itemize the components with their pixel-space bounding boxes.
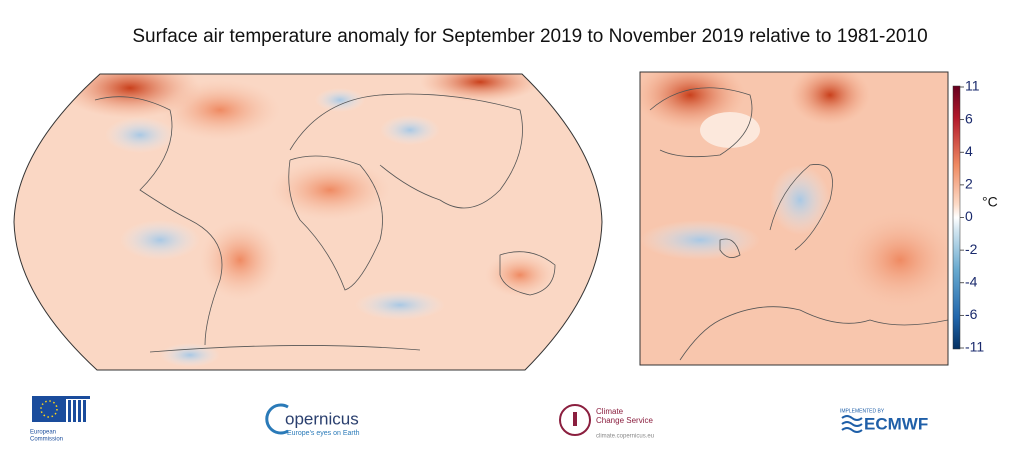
ec-logo: European Commission xyxy=(30,396,90,443)
ecmwf-logo: IMPLEMENTED BY ECMWF xyxy=(840,408,928,433)
copernicus-logo: opernicus Europe's eyes on Earth xyxy=(265,403,360,437)
europe-map xyxy=(640,72,948,365)
ecmwf-name: ECMWF xyxy=(864,414,928,433)
copernicus-tagline: Europe's eyes on Earth xyxy=(287,430,360,437)
ecmwf-small: IMPLEMENTED BY xyxy=(840,408,885,414)
world-frame xyxy=(13,73,603,371)
colorbar-tick-label: -11 xyxy=(965,339,984,355)
c3s-url: climate.copernicus.eu xyxy=(596,434,654,440)
colorbar xyxy=(952,85,961,350)
colorbar-tick-label: -2 xyxy=(965,241,978,257)
colorbar-unit: °C xyxy=(982,194,998,210)
c3s-text: Change Service xyxy=(596,416,653,425)
ec-text: European xyxy=(30,430,56,436)
colorbar-tick-label: 2 xyxy=(965,176,973,192)
c3s-logo: Climate Change Service climate.copernicu… xyxy=(559,404,654,440)
c3s-text: Climate xyxy=(596,407,624,416)
colorbar-tick-label: 11 xyxy=(965,78,980,94)
copernicus-name: opernicus xyxy=(285,409,359,428)
colorbar-tick-label: -6 xyxy=(965,306,978,322)
colorbar-tick-label: 0 xyxy=(965,208,973,224)
colorbar-tick-label: -4 xyxy=(965,273,978,289)
title: Surface air temperature anomaly for Sept… xyxy=(132,26,927,47)
europe-frame xyxy=(639,71,949,366)
colorbar-tick-label: 4 xyxy=(965,143,973,159)
world-map xyxy=(14,74,602,370)
colorbar-tick-label: 6 xyxy=(965,110,973,126)
ec-text: Commission xyxy=(30,437,63,443)
